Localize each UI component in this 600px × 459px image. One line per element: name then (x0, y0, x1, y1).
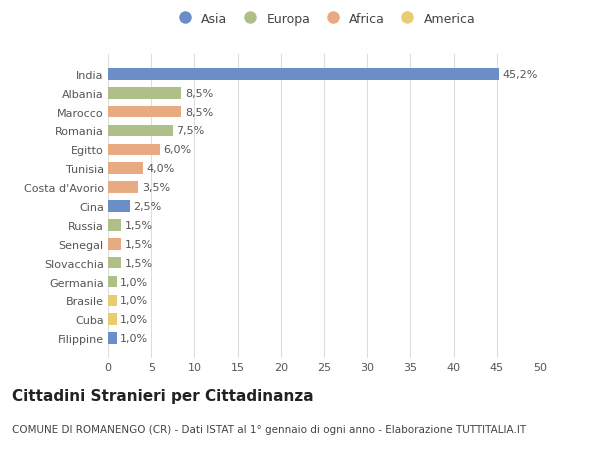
Text: 1,5%: 1,5% (124, 239, 152, 249)
Bar (108, 314, 116, 325)
Bar (108, 257, 121, 269)
Text: 1,5%: 1,5% (124, 258, 152, 268)
Bar (108, 295, 116, 307)
Bar (108, 163, 143, 175)
Bar (108, 276, 116, 288)
Bar (108, 182, 138, 194)
Text: 1,0%: 1,0% (120, 296, 148, 306)
Text: 8,5%: 8,5% (185, 107, 213, 118)
Text: 2,5%: 2,5% (133, 202, 161, 212)
Text: 1,5%: 1,5% (124, 220, 152, 230)
Text: 1,0%: 1,0% (120, 333, 148, 343)
Legend: Asia, Europa, Africa, America: Asia, Europa, Africa, America (173, 13, 475, 26)
Bar (108, 106, 181, 118)
Bar (108, 69, 499, 80)
Bar (108, 238, 121, 250)
Bar (108, 144, 160, 156)
Bar (108, 219, 121, 231)
Text: Cittadini Stranieri per Cittadinanza: Cittadini Stranieri per Cittadinanza (12, 388, 314, 403)
Bar (108, 333, 116, 344)
Text: 8,5%: 8,5% (185, 89, 213, 99)
Text: 4,0%: 4,0% (146, 164, 174, 174)
Text: COMUNE DI ROMANENGO (CR) - Dati ISTAT al 1° gennaio di ogni anno - Elaborazione : COMUNE DI ROMANENGO (CR) - Dati ISTAT al… (12, 425, 526, 435)
Text: 6,0%: 6,0% (163, 145, 191, 155)
Bar (108, 125, 173, 137)
Bar (108, 201, 130, 213)
Text: 3,5%: 3,5% (142, 183, 170, 193)
Text: 1,0%: 1,0% (120, 314, 148, 325)
Text: 45,2%: 45,2% (502, 70, 538, 80)
Text: 1,0%: 1,0% (120, 277, 148, 287)
Bar (108, 88, 181, 99)
Text: 7,5%: 7,5% (176, 126, 205, 136)
